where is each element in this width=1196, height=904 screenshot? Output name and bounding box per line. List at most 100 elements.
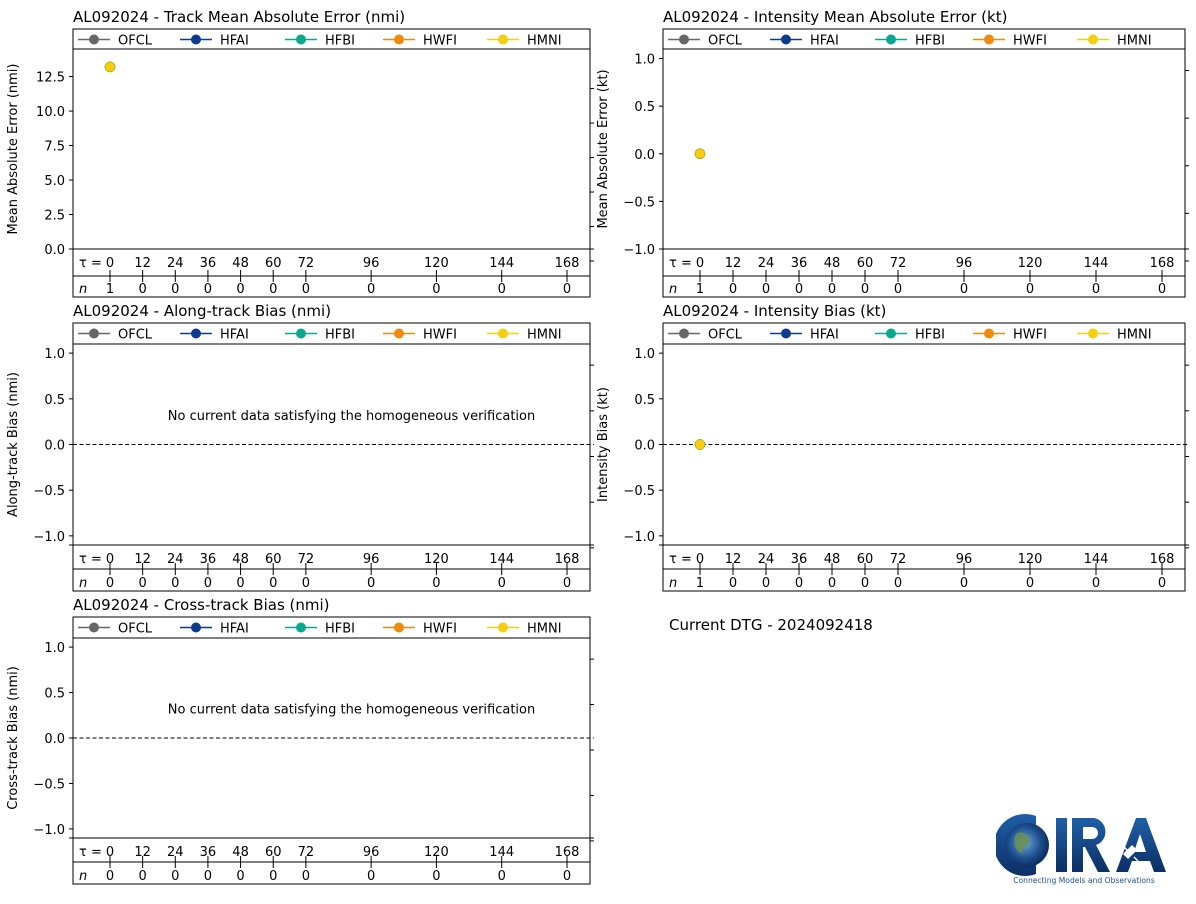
tau-tick-label: 0 — [696, 552, 704, 567]
chart-title: AL092024 - Intensity Mean Absolute Error… — [663, 8, 1007, 26]
legend-marker-hfai — [781, 328, 791, 339]
chart-intensity_mae: AL092024 - Intensity Mean Absolute Error… — [596, 8, 1189, 298]
tau-tick-label: 96 — [363, 845, 380, 860]
legend-label-hfbi: HFBI — [915, 328, 945, 343]
tau-tick-label: 12 — [134, 845, 151, 860]
tau-tick-label: 144 — [1084, 256, 1109, 271]
chart-along_bias: AL092024 - Along-track Bias (nmi) OFCL HFA… — [6, 302, 594, 592]
y-tick-label: 0.0 — [634, 439, 655, 454]
legend-marker-ofcl — [89, 328, 99, 339]
logo-r-letter — [1072, 818, 1110, 872]
tau-tick-label: 48 — [232, 256, 249, 271]
logo-a-letter — [1116, 818, 1166, 872]
legend-marker-ofcl — [89, 622, 99, 633]
tau-tick-label: 120 — [424, 552, 449, 567]
n-count: 0 — [302, 576, 310, 591]
tau-tick-label: 144 — [489, 845, 514, 860]
n-count: 0 — [828, 282, 836, 297]
n-count: 0 — [139, 576, 147, 591]
y-tick-label: 1.0 — [634, 53, 655, 68]
n-count: 0 — [367, 576, 375, 591]
y-tick-label: 0.0 — [634, 148, 655, 163]
tau-tick-label: 60 — [857, 552, 874, 567]
legend-label-ofcl: OFCL — [118, 622, 153, 637]
chart-intensity_bias: AL092024 - Intensity Bias (kt) OFCL HFAI HF… — [596, 302, 1189, 592]
y-tick-label: 0.5 — [634, 100, 655, 115]
n-label: n — [669, 576, 677, 591]
tau-tick-label: 24 — [167, 845, 184, 860]
y-tick-label: 0.0 — [44, 439, 65, 454]
legend-label-hmni: HMNI — [527, 328, 562, 343]
tau-tick-label: 36 — [200, 552, 217, 567]
legend-marker-hwfi — [394, 34, 404, 45]
legend-label-ofcl: OFCL — [708, 328, 743, 343]
y-tick-label: −1.0 — [623, 243, 655, 258]
legend-marker-hfbi — [296, 34, 306, 45]
legend-marker-hmni — [498, 622, 508, 633]
tau-tick-label: 120 — [424, 256, 449, 271]
tau-tick-label: 12 — [134, 256, 151, 271]
current-dtg: Current DTG - 2024092418 — [669, 616, 873, 634]
tau-tick-label: 24 — [758, 256, 775, 271]
satellite-icon — [1122, 844, 1139, 862]
y-tick-label: −1.0 — [33, 823, 65, 838]
legend-label-hfai: HFAI — [810, 328, 839, 343]
y-tick-label: 0.0 — [44, 732, 65, 747]
tau-tick-label: 96 — [363, 256, 380, 271]
tau-tick-label: 96 — [363, 552, 380, 567]
tau-tick-label: 48 — [232, 845, 249, 860]
n-count: 0 — [498, 869, 506, 884]
legend-label-hfai: HFAI — [810, 34, 839, 49]
tau-tick-label: 168 — [1150, 256, 1175, 271]
n-count: 1 — [696, 576, 704, 591]
n-count: 0 — [1092, 282, 1100, 297]
y-tick-label: 7.5 — [44, 140, 65, 155]
n-count: 0 — [269, 576, 277, 591]
tau-tick-label: 72 — [890, 552, 907, 567]
chart-title: AL092024 - Intensity Bias (kt) — [663, 302, 886, 320]
chart-frame — [662, 322, 1186, 592]
no-data-message: No current data satisfying the homogeneo… — [168, 409, 535, 424]
n-count: 0 — [236, 282, 244, 297]
legend-marker-hwfi — [984, 328, 994, 339]
tau-tick-label: 36 — [791, 256, 808, 271]
n-count: 0 — [106, 869, 114, 884]
n-count: 0 — [1026, 576, 1034, 591]
tau-tick-label: 72 — [298, 845, 315, 860]
n-count: 0 — [563, 282, 571, 297]
n-count: 0 — [302, 282, 310, 297]
legend-marker-hfai — [191, 622, 201, 633]
n-count: 0 — [171, 869, 179, 884]
legend-label-hwfi: HWFI — [1013, 328, 1047, 343]
legend-label-hmni: HMNI — [1117, 328, 1152, 343]
tau-tick-label: 24 — [167, 552, 184, 567]
n-count: 0 — [269, 869, 277, 884]
y-tick-label: 5.0 — [44, 174, 65, 189]
globe-land — [1014, 832, 1030, 854]
chart-title: AL092024 - Track Mean Absolute Error (nm… — [73, 8, 405, 26]
tau-tick-label: 168 — [555, 552, 580, 567]
legend-marker-hmni — [498, 34, 508, 45]
n-count: 0 — [269, 282, 277, 297]
n-count: 0 — [367, 282, 375, 297]
y-tick-label: 1.0 — [634, 347, 655, 362]
legend-marker-hfbi — [296, 622, 306, 633]
y-tick-label: 0.0 — [44, 243, 65, 258]
legend-marker-hwfi — [984, 34, 994, 45]
n-count: 0 — [762, 282, 770, 297]
tau-label: τ = — [669, 552, 692, 567]
legend-marker-hfbi — [886, 34, 896, 45]
tau-tick-label: 48 — [824, 552, 841, 567]
chart-cross_bias: AL092024 - Cross-track Bias (nmi) OFCL HFA… — [6, 596, 594, 885]
legend-marker-hmni — [1088, 34, 1098, 45]
y-tick-label: −0.5 — [33, 777, 65, 792]
tau-label: τ = — [79, 552, 102, 567]
n-count: 0 — [563, 869, 571, 884]
legend-label-hfai: HFAI — [220, 622, 249, 637]
n-label: n — [79, 869, 87, 884]
y-tick-label: −0.5 — [623, 195, 655, 210]
y-axis-label: Along-track Bias (nmi) — [6, 372, 21, 517]
chart-track_mae: AL092024 - Track Mean Absolute Error (nm… — [6, 8, 594, 298]
n-count: 0 — [432, 282, 440, 297]
